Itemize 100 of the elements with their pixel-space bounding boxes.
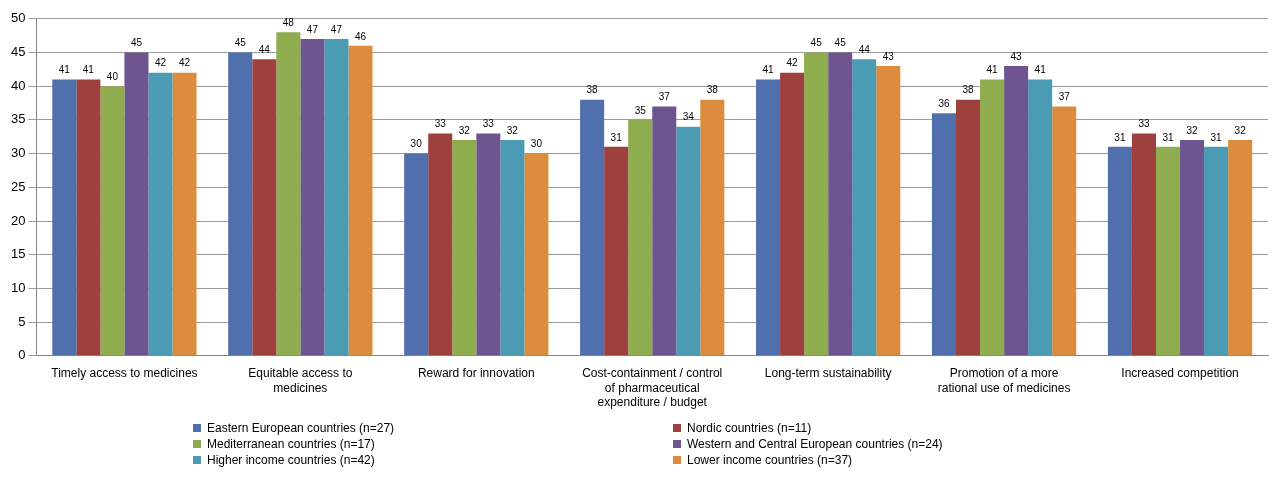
legend-label: Eastern European countries (n=27) xyxy=(207,421,395,435)
data-label: 34 xyxy=(682,111,695,123)
bar xyxy=(148,72,173,356)
x-tick-label: Timely access to medicines xyxy=(51,366,198,381)
bar xyxy=(100,86,125,356)
bar xyxy=(876,65,901,356)
y-tick-label: 20 xyxy=(10,212,26,228)
bar xyxy=(628,119,653,356)
data-label: 42 xyxy=(178,57,191,69)
bar xyxy=(52,79,77,356)
bar xyxy=(124,52,149,356)
data-label: 41 xyxy=(762,64,775,76)
data-label: 31 xyxy=(610,131,623,143)
bar xyxy=(348,45,373,356)
data-label: 30 xyxy=(530,138,543,150)
data-label: 38 xyxy=(706,84,719,96)
data-label: 32 xyxy=(458,124,471,136)
data-label: 43 xyxy=(1010,50,1023,62)
data-label: 41 xyxy=(58,64,71,76)
legend-label: Mediterranean countries (n=17) xyxy=(207,437,375,451)
bar xyxy=(276,32,301,356)
legend-label: Higher income countries (n=42) xyxy=(207,453,375,467)
y-tick-label: 0 xyxy=(18,347,26,363)
data-label: 32 xyxy=(506,124,519,136)
data-label: 33 xyxy=(434,118,447,130)
bar xyxy=(1228,140,1253,356)
data-label: 45 xyxy=(234,37,247,49)
data-label: 38 xyxy=(962,84,975,96)
bar xyxy=(956,99,981,356)
bar xyxy=(580,99,605,356)
bar xyxy=(1052,106,1077,356)
bar xyxy=(828,52,853,356)
bar xyxy=(756,79,781,356)
data-label: 35 xyxy=(634,104,647,116)
bar xyxy=(1131,133,1156,356)
data-label: 33 xyxy=(1138,118,1150,130)
y-tick-label: 10 xyxy=(10,279,26,295)
bar xyxy=(676,126,701,356)
bar xyxy=(1180,140,1205,356)
x-tick-label: Equitable access to medicines xyxy=(248,366,353,395)
bar xyxy=(652,106,677,356)
data-label: 43 xyxy=(882,50,895,62)
y-tick-label: 15 xyxy=(10,246,26,262)
y-tick-label: 35 xyxy=(10,111,26,127)
bar xyxy=(931,113,957,356)
y-tick-label: 45 xyxy=(10,44,26,60)
bar xyxy=(804,52,829,356)
data-label: 31 xyxy=(1210,131,1223,143)
data-label: 42 xyxy=(154,57,167,69)
data-label: 38 xyxy=(586,84,599,96)
bar xyxy=(428,133,453,356)
y-tick-label: 50 xyxy=(10,10,26,26)
bar xyxy=(172,72,197,356)
bar xyxy=(452,140,477,356)
y-tick-label: 40 xyxy=(10,77,26,93)
bar xyxy=(500,140,525,356)
bar xyxy=(1204,146,1229,356)
bar xyxy=(252,59,277,356)
data-label: 47 xyxy=(330,23,343,35)
data-label: 45 xyxy=(810,37,823,49)
bar xyxy=(1004,65,1029,356)
data-label: 47 xyxy=(306,23,319,35)
data-label: 44 xyxy=(258,43,271,55)
data-label: 40 xyxy=(106,70,119,82)
data-label: 36 xyxy=(938,97,950,109)
data-label: 32 xyxy=(1186,124,1199,136)
data-label: 48 xyxy=(282,17,295,29)
x-tick-label: Reward for innovation xyxy=(417,366,535,381)
data-label: 30 xyxy=(410,138,423,150)
x-tick-label: Increased competition xyxy=(1121,366,1239,381)
legend-label: Lower income countries (n=37) xyxy=(687,453,853,467)
data-label: 42 xyxy=(786,57,799,69)
y-tick-label: 30 xyxy=(10,145,26,161)
data-label: 31 xyxy=(1162,131,1175,143)
bar xyxy=(76,79,101,356)
bar xyxy=(228,52,253,356)
bar xyxy=(1107,146,1132,356)
y-tick-label: 25 xyxy=(10,178,26,194)
y-tick-label: 5 xyxy=(18,313,26,329)
data-label: 44 xyxy=(858,43,871,55)
data-label: 45 xyxy=(834,37,847,49)
bar xyxy=(700,99,725,356)
bar xyxy=(1028,79,1053,356)
bar xyxy=(404,153,429,356)
data-label: 37 xyxy=(1058,91,1071,103)
data-label: 32 xyxy=(1234,124,1247,136)
legend-label: Nordic countries (n=11) xyxy=(687,421,812,435)
x-tick-label: Cost-containment / control of pharmaceutical expenditure / budget xyxy=(582,366,723,410)
data-label: 33 xyxy=(482,118,495,130)
bar xyxy=(300,39,325,356)
bar xyxy=(1155,146,1181,356)
data-label: 41 xyxy=(986,64,999,76)
legend-label: Western and Central European countries (n=24) xyxy=(687,437,943,451)
bar xyxy=(852,59,877,356)
data-label: 46 xyxy=(354,30,367,42)
x-tick-label: Long-term sustainability xyxy=(764,366,892,381)
data-label: 31 xyxy=(1114,131,1126,143)
data-label: 37 xyxy=(658,91,671,103)
data-label: 41 xyxy=(1034,64,1047,76)
data-label: 41 xyxy=(82,64,95,76)
